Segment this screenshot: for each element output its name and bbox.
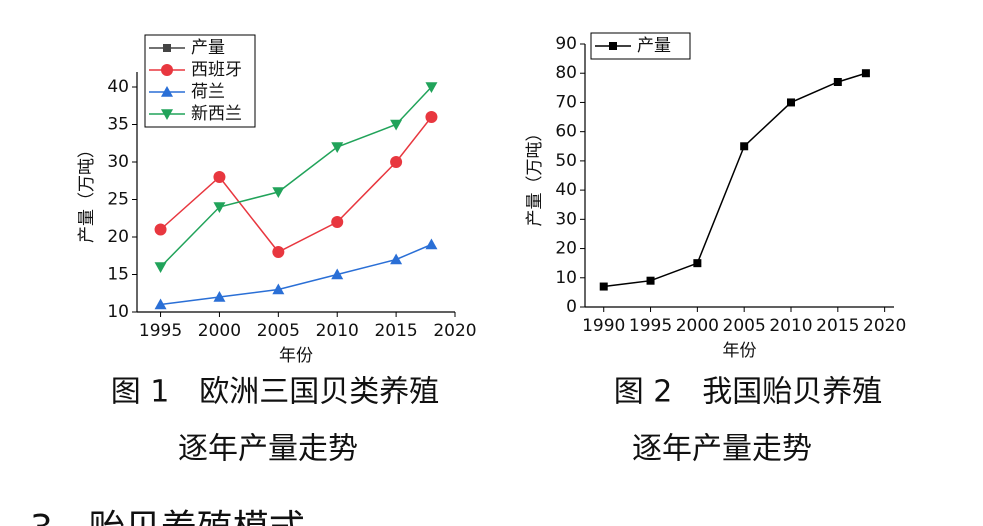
series-line [603, 72, 867, 288]
marker [833, 77, 842, 86]
y-tick-label: 40 [555, 180, 577, 200]
series-line [160, 243, 432, 306]
x-tick-label: 2000 [676, 316, 719, 336]
marker [390, 156, 403, 168]
x-tick-label: 2015 [816, 316, 859, 336]
legend-label: 产量 [191, 38, 225, 58]
y-tick-label: 90 [555, 34, 577, 54]
x-axis-label: 年份 [279, 346, 313, 366]
marker [599, 282, 608, 291]
x-tick-label: 2000 [198, 321, 241, 341]
x-tick-label: 1995 [139, 321, 182, 341]
series-line [160, 116, 433, 253]
marker [693, 259, 702, 268]
x-tick-label: 2005 [257, 321, 300, 341]
x-tick-label: 2010 [769, 316, 812, 336]
marker [787, 98, 795, 107]
y-tick-label: 70 [555, 92, 577, 112]
marker [272, 246, 285, 258]
y-tick-label: 0 [566, 297, 577, 317]
x-tick-label: 2020 [433, 321, 476, 341]
marker [425, 238, 438, 250]
marker [331, 268, 344, 280]
y-tick-label: 30 [555, 209, 577, 229]
marker [154, 223, 167, 236]
marker [646, 276, 655, 285]
y-axis-label: 产量（万吨） [77, 141, 97, 243]
y-axis-label: 产量（万吨） [525, 125, 545, 227]
marker [161, 86, 173, 97]
caption: 逐年产量走势 [632, 432, 812, 467]
marker [425, 82, 438, 93]
x-tick-label: 1990 [582, 316, 625, 336]
y-tick-label: 20 [107, 227, 129, 247]
y-tick-label: 60 [555, 122, 577, 142]
x-tick-label: 2010 [316, 321, 359, 341]
marker [740, 142, 749, 151]
y-tick-label: 35 [107, 115, 129, 135]
legend-label: 荷兰 [191, 82, 225, 102]
caption: 逐年产量走势 [178, 432, 358, 467]
legend-label: 新西兰 [191, 104, 242, 124]
y-tick-label: 40 [107, 77, 129, 97]
y-tick-label: 50 [555, 151, 577, 171]
x-tick-label: 2015 [374, 321, 417, 341]
marker [609, 42, 617, 50]
marker [163, 44, 171, 52]
marker [213, 291, 226, 302]
y-tick-label: 10 [107, 302, 129, 322]
y-tick-label: 30 [107, 152, 129, 172]
marker [154, 298, 167, 310]
marker [390, 253, 403, 265]
legend-label: 西班牙 [191, 60, 242, 80]
marker [331, 142, 344, 153]
marker [425, 111, 438, 123]
x-tick-label: 2020 [863, 316, 906, 336]
marker [861, 69, 870, 78]
marker [213, 202, 226, 213]
marker [154, 262, 167, 273]
marker [272, 187, 285, 198]
series-line [160, 86, 432, 268]
section-heading: 3 贻贝养殖模式 [30, 508, 305, 526]
legend-label: 产量 [637, 36, 671, 56]
y-tick-label: 20 [555, 239, 577, 259]
marker [390, 119, 403, 131]
x-tick-label: 1995 [629, 316, 672, 336]
caption: 图 1 欧洲三国贝类养殖 [111, 375, 440, 410]
y-tick-label: 25 [107, 190, 129, 210]
x-tick-label: 2005 [723, 316, 766, 336]
y-tick-label: 10 [555, 268, 577, 288]
marker [331, 216, 344, 228]
marker [213, 171, 226, 183]
y-tick-label: 80 [555, 63, 577, 83]
x-axis-label: 年份 [723, 341, 757, 361]
y-tick-label: 15 [107, 265, 129, 285]
marker [161, 64, 173, 76]
marker [161, 109, 173, 120]
caption: 图 2 我国贻贝养殖 [614, 375, 883, 410]
marker [272, 283, 285, 295]
